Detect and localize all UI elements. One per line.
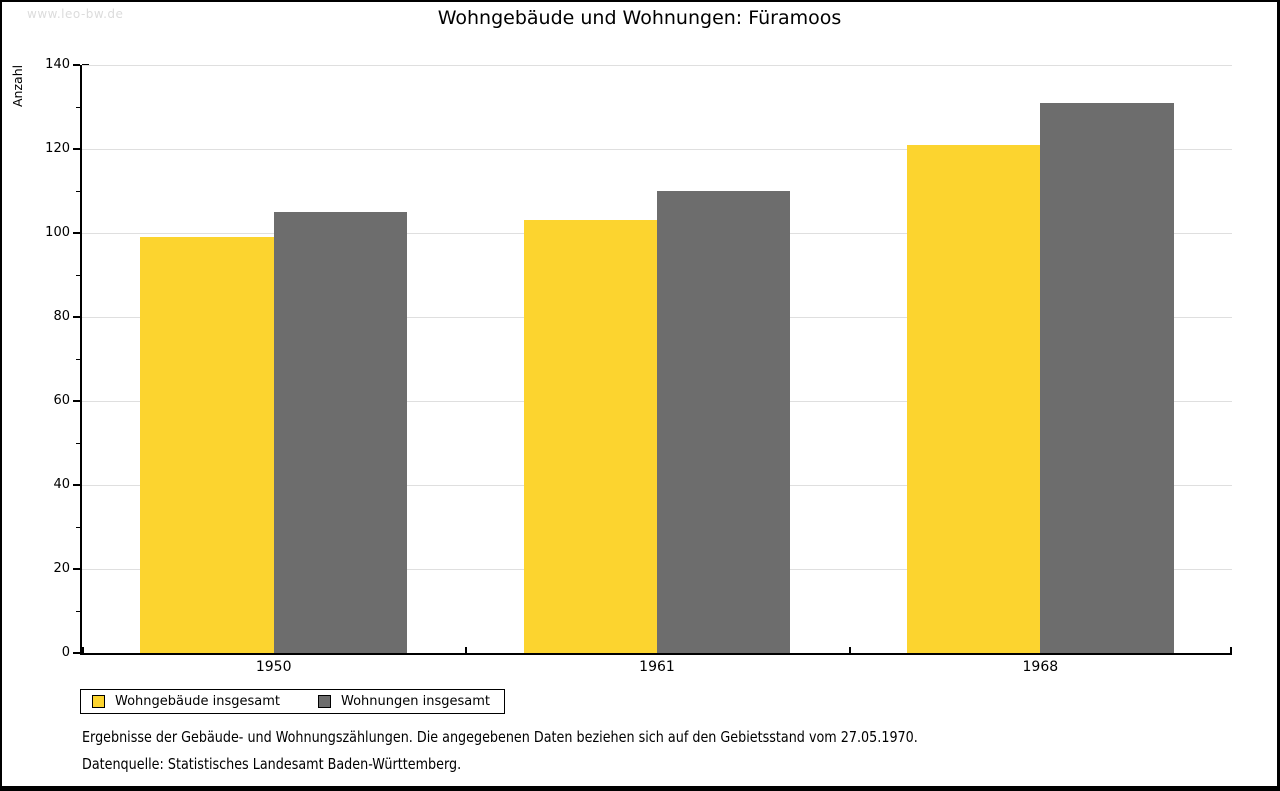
chart-title: Wohngebäude und Wohnungen: Füramoos [437,7,842,29]
legend-swatch-icon [92,695,105,708]
y-tick-label-0: 0 [61,645,70,660]
bar-1961-wohnungen [657,191,791,653]
y-minor-tick-70 [76,358,80,360]
bar-1950-wohngebaeude [140,237,274,653]
x-boundary-tick-1 [465,647,467,653]
y-minor-tick-90 [76,274,80,276]
y-minor-tick-110 [76,190,80,192]
legend-label: Wohnungen insgesamt [341,694,490,709]
y-tick-label-40: 40 [53,477,70,492]
gridline-120 [82,148,1232,150]
y-tick-100 [73,232,80,234]
footnote-datenquelle: Datenquelle: Statistisches Landesamt Bad… [82,755,462,773]
y-tick-80 [73,316,80,318]
gridline-140 [82,64,1232,66]
bar-1968-wohnungen [1040,102,1174,653]
y-minor-tick-130 [76,106,80,108]
y-tick-label-100: 100 [45,225,70,240]
y-tick-label-140: 140 [45,57,70,72]
y-tick-label-20: 20 [53,561,70,576]
watermark: www.leo-bw.de [27,7,124,21]
y-tick-label-120: 120 [45,141,70,156]
x-boundary-tick-3 [1230,647,1232,653]
y-tick-label-80: 80 [53,309,70,324]
x-tick-label-1950: 1950 [255,659,292,675]
legend: Wohngebäude insgesamt Wohnungen insgesamt [80,689,505,714]
y-tick-140 [73,64,80,66]
y-minor-tick-50 [76,442,80,444]
plot-area: 0 20 40 60 80 100 120 140 1950 1961 1968 [45,58,1232,675]
x-tick-label-1968: 1968 [1022,659,1059,675]
y-tick-0 [73,652,80,654]
legend-item-wohnungen: Wohnungen insgesamt [318,694,490,709]
x-boundary-tick-2 [849,647,851,653]
y-minor-tick-30 [76,526,80,528]
y-tick-20 [73,568,80,570]
y-axis-title: Anzahl [10,64,25,107]
x-tick-label-1961: 1961 [639,659,675,675]
bar-1968-wohngebaeude [907,144,1041,653]
x-boundary-tick-0 [82,647,84,653]
y-tick-60 [73,400,80,402]
y-tick-40 [73,484,80,486]
y-tick-120 [73,148,80,150]
y-axis-line [80,65,82,655]
footnotes: Ergebnisse der Gebäude- und Wohnungszähl… [82,728,1065,782]
y-tick-label-60: 60 [53,393,70,408]
y-minor-tick-10 [76,610,80,612]
bar-1950-wohnungen [273,212,407,653]
legend-swatch-icon [318,695,331,708]
legend-label: Wohngebäude insgesamt [115,694,280,709]
footnote-gebietsstand: Ergebnisse der Gebäude- und Wohnungszähl… [82,728,918,746]
bar-1961-wohngebaeude [523,220,657,653]
x-axis-line [80,653,1232,655]
legend-item-wohngebaeude: Wohngebäude insgesamt [92,694,280,709]
